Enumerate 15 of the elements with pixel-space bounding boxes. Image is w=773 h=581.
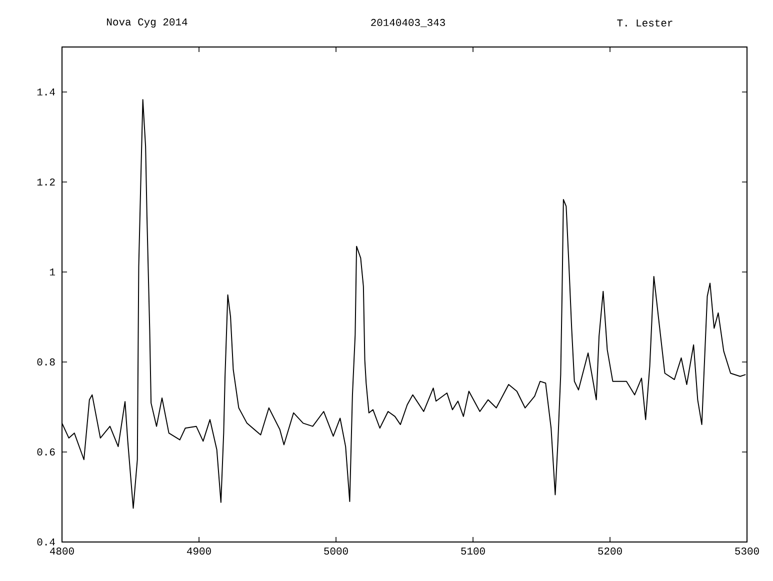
chart-title: Nova Cyg 2014 [107,18,188,28]
x-tick-label: 5300 [735,548,759,555]
x-tick-label: 5000 [324,548,348,555]
y-tick-label: 1.2 [37,178,55,186]
y-tick-label: 0.6 [37,448,55,456]
y-tick-label: 1.4 [37,88,55,96]
chart-subtitle: 20140403_343 [371,18,445,28]
y-tick-label: 0.8 [37,358,55,366]
x-tick-label: 4900 [186,548,211,555]
y-tick-label: 1 [50,268,55,276]
x-tick-label: 5200 [598,548,622,555]
y-tick-label: 0.4 [37,538,55,546]
text: T. Lester [617,19,672,27]
x-tick-label: 5100 [461,548,485,555]
x-tick-label: 4800 [50,548,74,555]
